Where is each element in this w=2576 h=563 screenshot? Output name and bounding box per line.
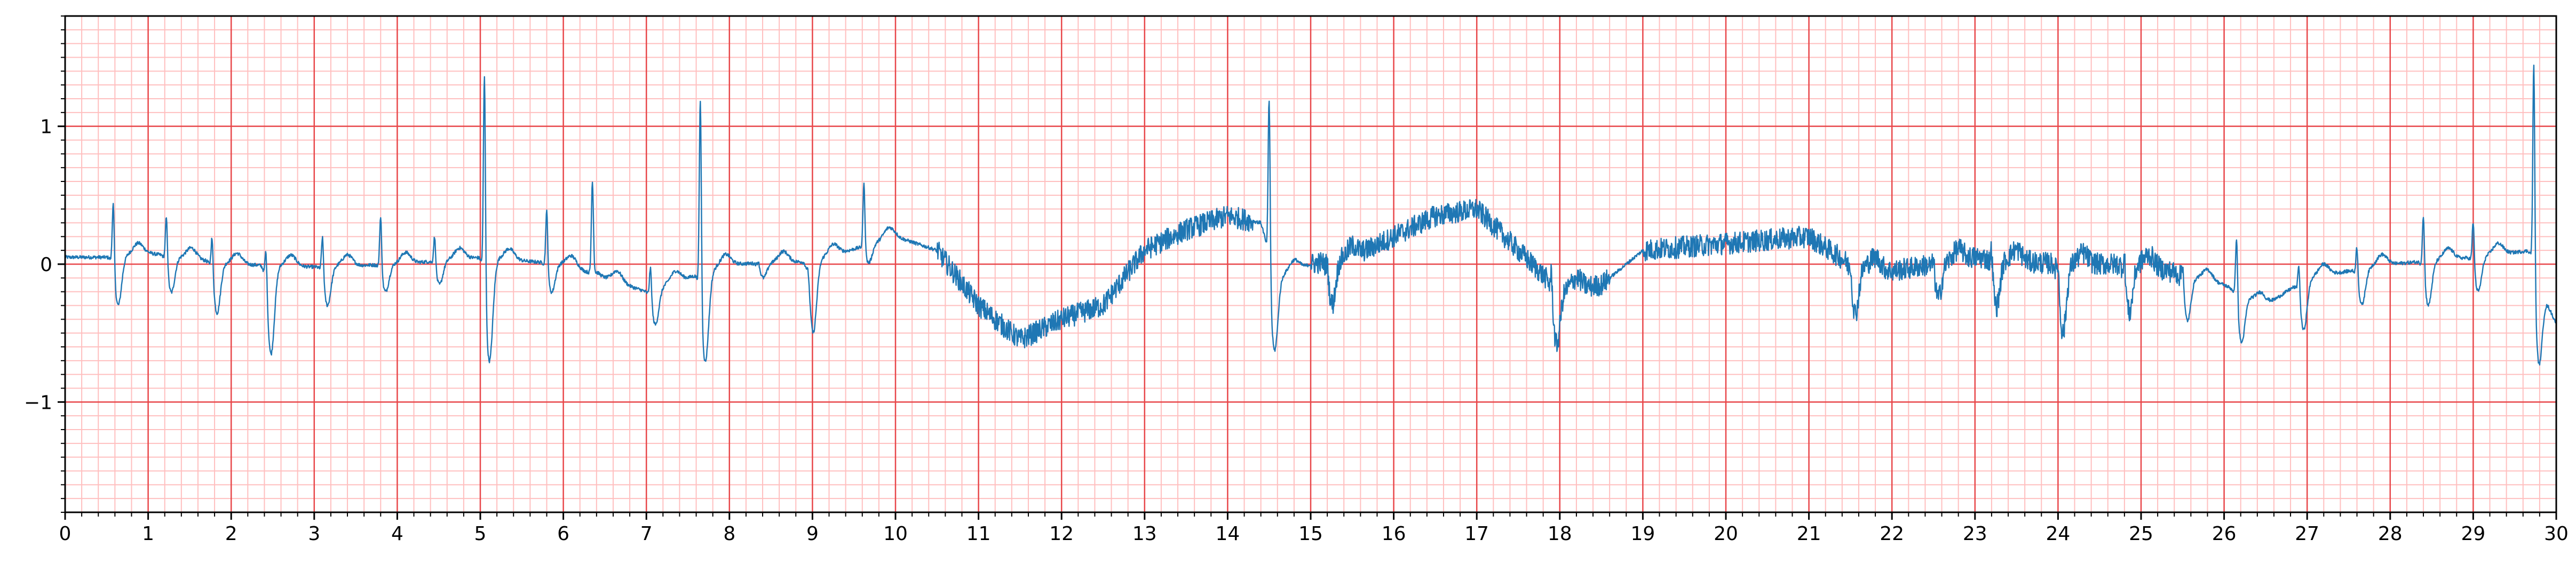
x-tick-label: 17 [1464, 523, 1489, 545]
signal-trace [64, 64, 2557, 366]
x-tick-label: 14 [1215, 523, 1240, 545]
x-tick-label: 23 [1963, 523, 1987, 545]
x-tick-label: 8 [723, 523, 735, 545]
x-tick-label: 10 [883, 523, 908, 545]
signal-series [64, 64, 2557, 366]
x-tick-label: 13 [1132, 523, 1157, 545]
x-tick-label: 15 [1298, 523, 1323, 545]
x-tick-label: 24 [2046, 523, 2070, 545]
x-tick-label: 6 [557, 523, 569, 545]
major-grid [64, 16, 2557, 512]
x-tick-label: 5 [474, 523, 487, 545]
x-tick-label: 28 [2378, 523, 2403, 545]
x-tick-label: 29 [2461, 523, 2485, 545]
x-tick-label: 20 [1714, 523, 1738, 545]
x-tick-label: 27 [2295, 523, 2319, 545]
x-axis-ticks: 0 1 2 3 4 5 6 7 8 9 10 11 12 13 14 15 16 17 18 19 20 21 22 23 24… [59, 512, 2569, 545]
x-tick-label: 11 [966, 523, 991, 545]
x-tick-label: 12 [1049, 523, 1074, 545]
y-axis-ticks: −1 0 1 [24, 15, 65, 513]
x-tick-label: 21 [1797, 523, 1821, 545]
x-tick-label: 0 [59, 523, 72, 545]
x-tick-label: 30 [2544, 523, 2569, 545]
x-tick-label: 22 [1880, 523, 1904, 545]
x-tick-label: 18 [1548, 523, 1572, 545]
x-tick-label: 26 [2212, 523, 2237, 545]
x-tick-label: 7 [640, 523, 653, 545]
x-tick-label: 2 [225, 523, 237, 545]
x-tick-label: 25 [2129, 523, 2153, 545]
x-tick-label: 19 [1630, 523, 1655, 545]
x-tick-label: 1 [142, 523, 154, 545]
x-tick-label: 9 [806, 523, 819, 545]
x-tick-label: 3 [308, 523, 320, 545]
y-tick-label: −1 [24, 392, 52, 414]
x-tick-label: 4 [391, 523, 403, 545]
y-tick-label: 0 [40, 254, 52, 276]
y-tick-label: 1 [40, 116, 52, 138]
x-tick-label: 16 [1382, 523, 1406, 545]
